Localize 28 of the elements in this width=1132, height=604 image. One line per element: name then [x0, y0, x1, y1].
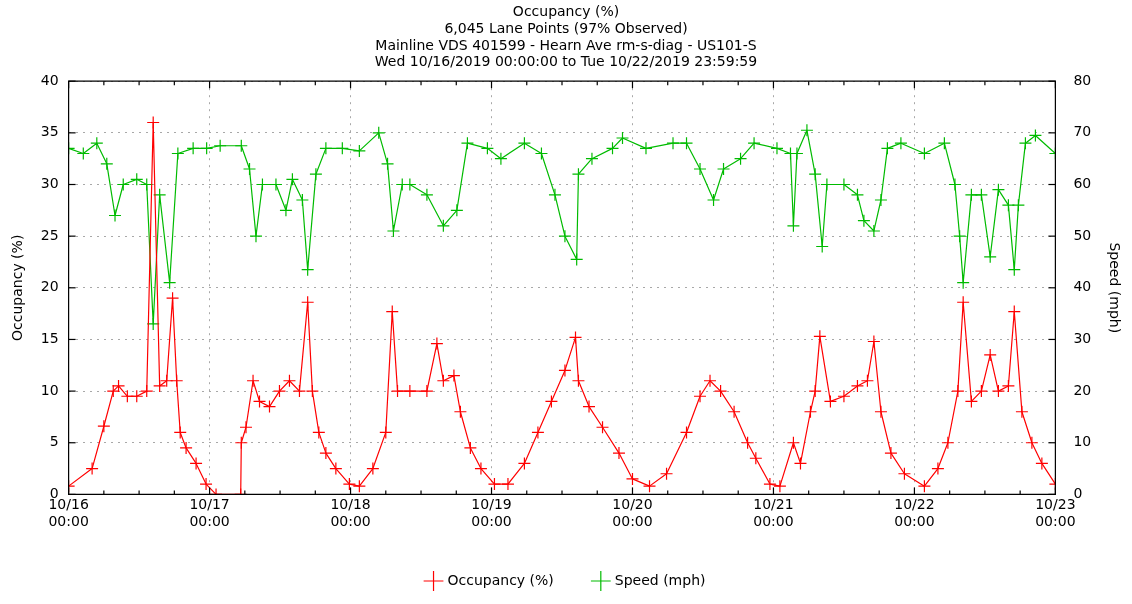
x-tick-label: 10/20 00:00 — [612, 496, 653, 530]
y-tick-label: 15 — [40, 330, 59, 347]
y2-tick-label: 60 — [1073, 175, 1092, 192]
y-tick-label: 35 — [40, 123, 59, 140]
y2-tick-label: 50 — [1073, 226, 1092, 243]
y-tick-label: 30 — [40, 175, 59, 192]
x-tick-label: 10/17 00:00 — [189, 496, 230, 530]
legend-label: Occupancy (%) — [447, 571, 554, 588]
y-tick-label: 40 — [40, 71, 59, 88]
y-tick-label: 20 — [40, 278, 59, 295]
y-tick-label: 5 — [49, 433, 59, 450]
y-tick-label: 10 — [40, 381, 59, 398]
y-axis-title: Occupancy (%) — [9, 234, 26, 341]
y-tick-label: 25 — [40, 226, 59, 243]
x-tick-label: 10/21 00:00 — [753, 496, 794, 530]
y2-tick-label: 70 — [1073, 123, 1092, 140]
chart-title: Occupancy (%) — [512, 3, 620, 20]
x-tick-label: 10/19 00:00 — [471, 496, 512, 530]
y2-tick-label: 40 — [1073, 278, 1092, 295]
y2-axis-title: Speed (mph) — [1106, 242, 1123, 334]
y2-tick-label: 10 — [1073, 433, 1092, 450]
x-tick-label: 10/22 00:00 — [894, 496, 935, 530]
y2-tick-label: 80 — [1073, 71, 1092, 88]
legend-label: Speed (mph) — [614, 571, 706, 588]
chart-subtitle: 6,045 Lane Points (97% Observed) Mainline VDS 401599 - Hearn Ave rm-s-diag - US101-S Wed 10/16/2019 00:00:00 to Tue 10/22/2019 23:59:59 — [374, 19, 758, 70]
y2-tick-label: 30 — [1073, 330, 1092, 347]
x-tick-label: 10/18 00:00 — [330, 496, 371, 530]
y2-tick-label: 20 — [1073, 381, 1092, 398]
